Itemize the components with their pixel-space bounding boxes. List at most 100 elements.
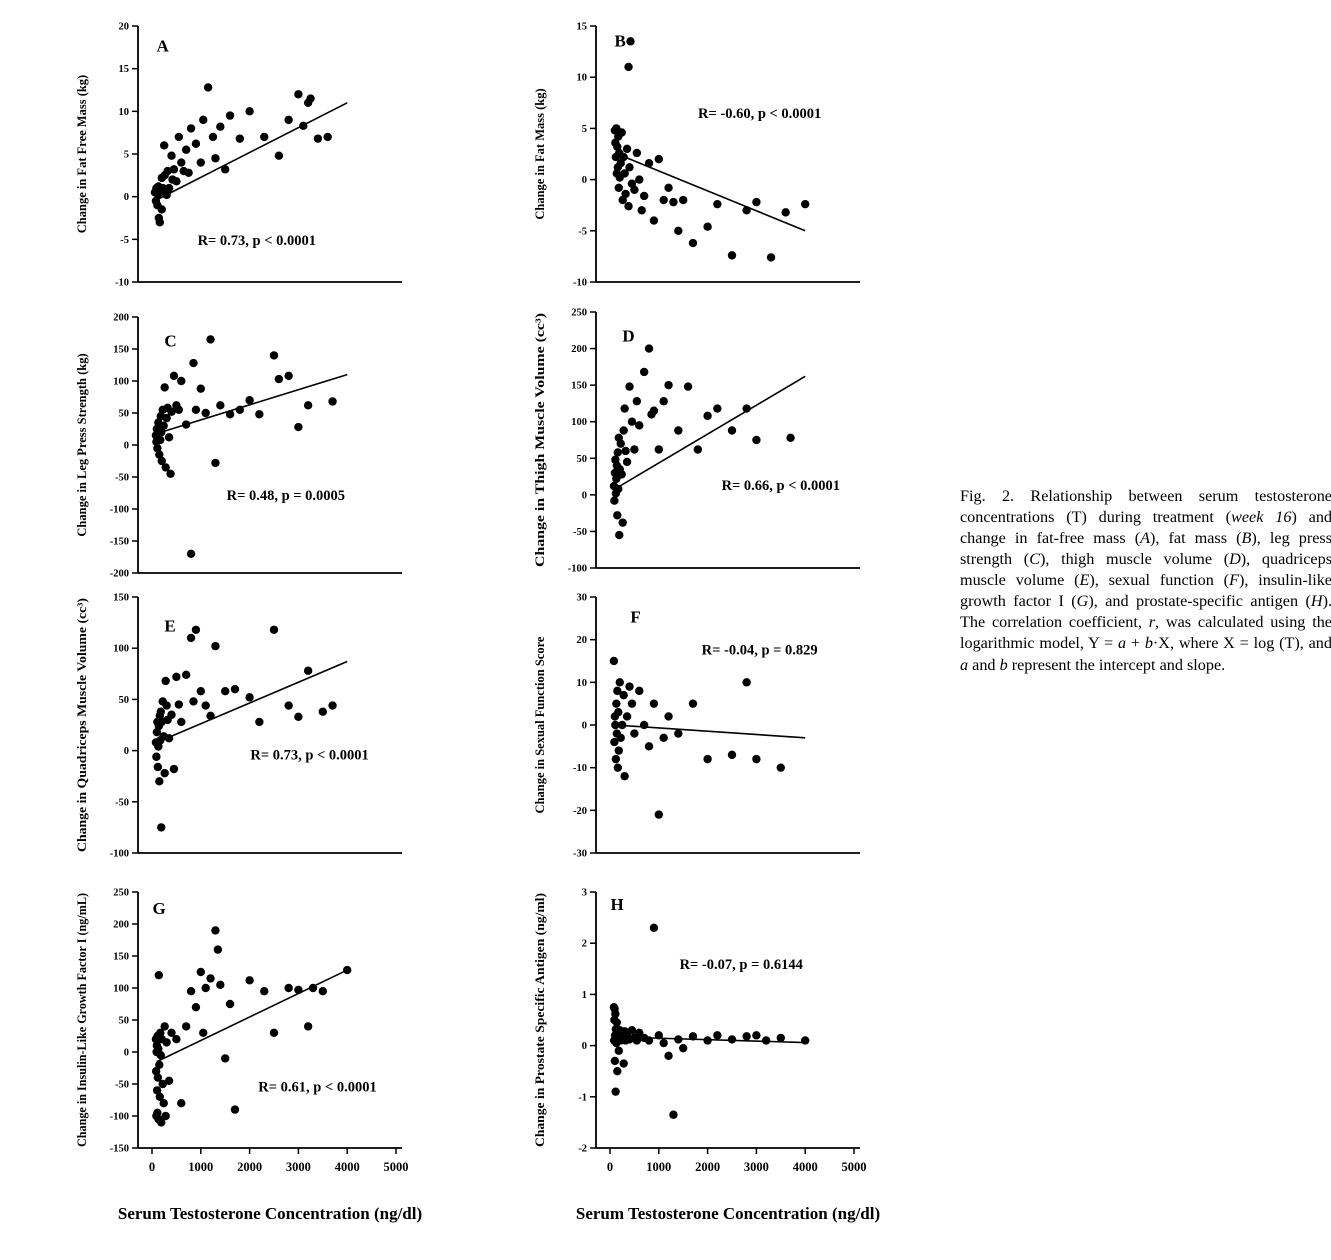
y-tick-label: 50 bbox=[119, 1016, 130, 1027]
data-point bbox=[727, 251, 737, 260]
data-point bbox=[156, 435, 165, 445]
data-point bbox=[727, 1035, 737, 1044]
data-point bbox=[174, 132, 184, 142]
data-point bbox=[649, 699, 659, 708]
data-point bbox=[153, 1073, 163, 1082]
caption-segment: ·X, where X = log (T), and bbox=[1152, 634, 1331, 653]
data-point bbox=[742, 206, 751, 215]
data-point bbox=[619, 152, 628, 162]
data-point bbox=[160, 1022, 169, 1031]
data-point bbox=[619, 690, 628, 700]
data-point bbox=[613, 511, 622, 520]
y-tick-label: 100 bbox=[113, 377, 129, 388]
data-point bbox=[191, 625, 201, 634]
panel-letter: A bbox=[156, 37, 169, 56]
data-point bbox=[196, 158, 205, 167]
data-point bbox=[609, 656, 619, 666]
caption-segment: and bbox=[968, 655, 1000, 674]
data-point bbox=[161, 463, 170, 472]
y-tick-label: -2 bbox=[578, 1144, 587, 1155]
data-point bbox=[164, 1076, 174, 1085]
data-point bbox=[196, 967, 205, 977]
y-tick-label: 100 bbox=[571, 417, 587, 428]
data-point bbox=[172, 1035, 181, 1044]
data-point bbox=[269, 1028, 279, 1037]
y-tick-label: 0 bbox=[582, 721, 587, 732]
data-point bbox=[613, 686, 622, 696]
y-tick-label: -50 bbox=[115, 797, 129, 808]
y-tick-label: -20 bbox=[573, 806, 587, 817]
data-point bbox=[688, 699, 698, 708]
data-point bbox=[614, 484, 623, 494]
data-point bbox=[611, 1009, 620, 1019]
data-point bbox=[674, 426, 683, 435]
stats-annotation: R= 0.73, p < 0.0001 bbox=[198, 233, 316, 249]
chart-panel-G: -150 -100 -50 0 50 100 150 200 250 0 1000 2000 3000 4… bbox=[70, 878, 410, 1197]
scatter-plot-thigh-muscle-volume: -100 -50 0 50 100 150 200 250 D R= 0.66, p < 0.00… bbox=[533, 308, 860, 575]
data-point bbox=[610, 737, 619, 747]
data-point bbox=[619, 426, 628, 435]
data-point bbox=[630, 445, 639, 454]
y-axis-label: Change in Fat Free Mass (kg) bbox=[75, 75, 89, 233]
x-tick-label: 0 bbox=[607, 1160, 613, 1174]
data-point bbox=[181, 145, 191, 154]
data-point bbox=[654, 1031, 663, 1040]
chart-panel-H: -2 -1 0 1 2 3 0 1000 2000 3000 4000 5000 H R= -0.07, … bbox=[528, 878, 868, 1197]
y-tick-label: -10 bbox=[573, 763, 587, 774]
caption-segment: F bbox=[1229, 571, 1239, 590]
figure-caption: Fig. 2. Relationship between serum testo… bbox=[960, 486, 1331, 676]
data-point bbox=[157, 823, 166, 832]
data-point bbox=[674, 729, 683, 738]
data-point bbox=[313, 134, 323, 143]
x-tick-label: 1000 bbox=[646, 1160, 671, 1174]
panel-letter: G bbox=[153, 899, 166, 918]
data-point bbox=[713, 404, 722, 413]
data-point bbox=[626, 37, 635, 46]
data-point bbox=[167, 1028, 176, 1037]
caption-segment: a bbox=[960, 655, 969, 674]
caption-segment: week 16 bbox=[1231, 508, 1292, 527]
y-tick-label: 150 bbox=[113, 952, 129, 963]
caption-segment: ), insulin-like growth factor I ( bbox=[960, 571, 1331, 611]
y-tick-label: -150 bbox=[110, 1144, 129, 1155]
data-point bbox=[622, 712, 632, 721]
scatter-plot-sexual-function: -30 -20 -10 0 10 20 30 F R= -0.04, p = 0.829 Chan… bbox=[533, 593, 860, 860]
y-tick-label: -5 bbox=[578, 226, 587, 237]
data-point bbox=[206, 974, 215, 983]
caption-segment: a bbox=[1117, 634, 1127, 653]
data-point bbox=[157, 205, 166, 214]
data-point bbox=[713, 199, 722, 209]
data-point bbox=[618, 518, 627, 527]
data-point bbox=[669, 1110, 678, 1119]
data-point bbox=[157, 456, 166, 466]
data-point bbox=[343, 965, 352, 975]
data-point bbox=[632, 397, 642, 406]
data-point bbox=[216, 122, 225, 131]
y-tick-label: -10 bbox=[573, 278, 587, 289]
data-point bbox=[213, 945, 223, 954]
data-point bbox=[683, 382, 693, 391]
data-point bbox=[152, 1086, 162, 1095]
caption-segment: B bbox=[1241, 529, 1252, 548]
data-point bbox=[284, 701, 293, 710]
y-tick-label: 20 bbox=[119, 22, 130, 33]
y-tick-label: 0 bbox=[582, 175, 587, 186]
data-point bbox=[654, 810, 663, 819]
data-point bbox=[186, 987, 196, 996]
data-point bbox=[161, 1111, 170, 1121]
data-point bbox=[155, 218, 165, 227]
data-point bbox=[211, 926, 220, 935]
x-tick-label: 3000 bbox=[744, 1160, 769, 1174]
data-point bbox=[156, 707, 165, 716]
caption-segment: ), quadriceps muscle volume ( bbox=[960, 550, 1331, 590]
caption-segment: , was calculated using the logarithmic m… bbox=[960, 613, 1331, 653]
stats-annotation: R= 0.48, p = 0.0005 bbox=[227, 488, 345, 504]
data-point bbox=[752, 435, 761, 445]
panel-letter: B bbox=[614, 31, 625, 50]
data-point bbox=[294, 712, 303, 722]
data-point bbox=[294, 422, 303, 432]
data-point bbox=[186, 124, 196, 133]
data-point bbox=[191, 139, 201, 148]
data-point bbox=[191, 405, 201, 414]
